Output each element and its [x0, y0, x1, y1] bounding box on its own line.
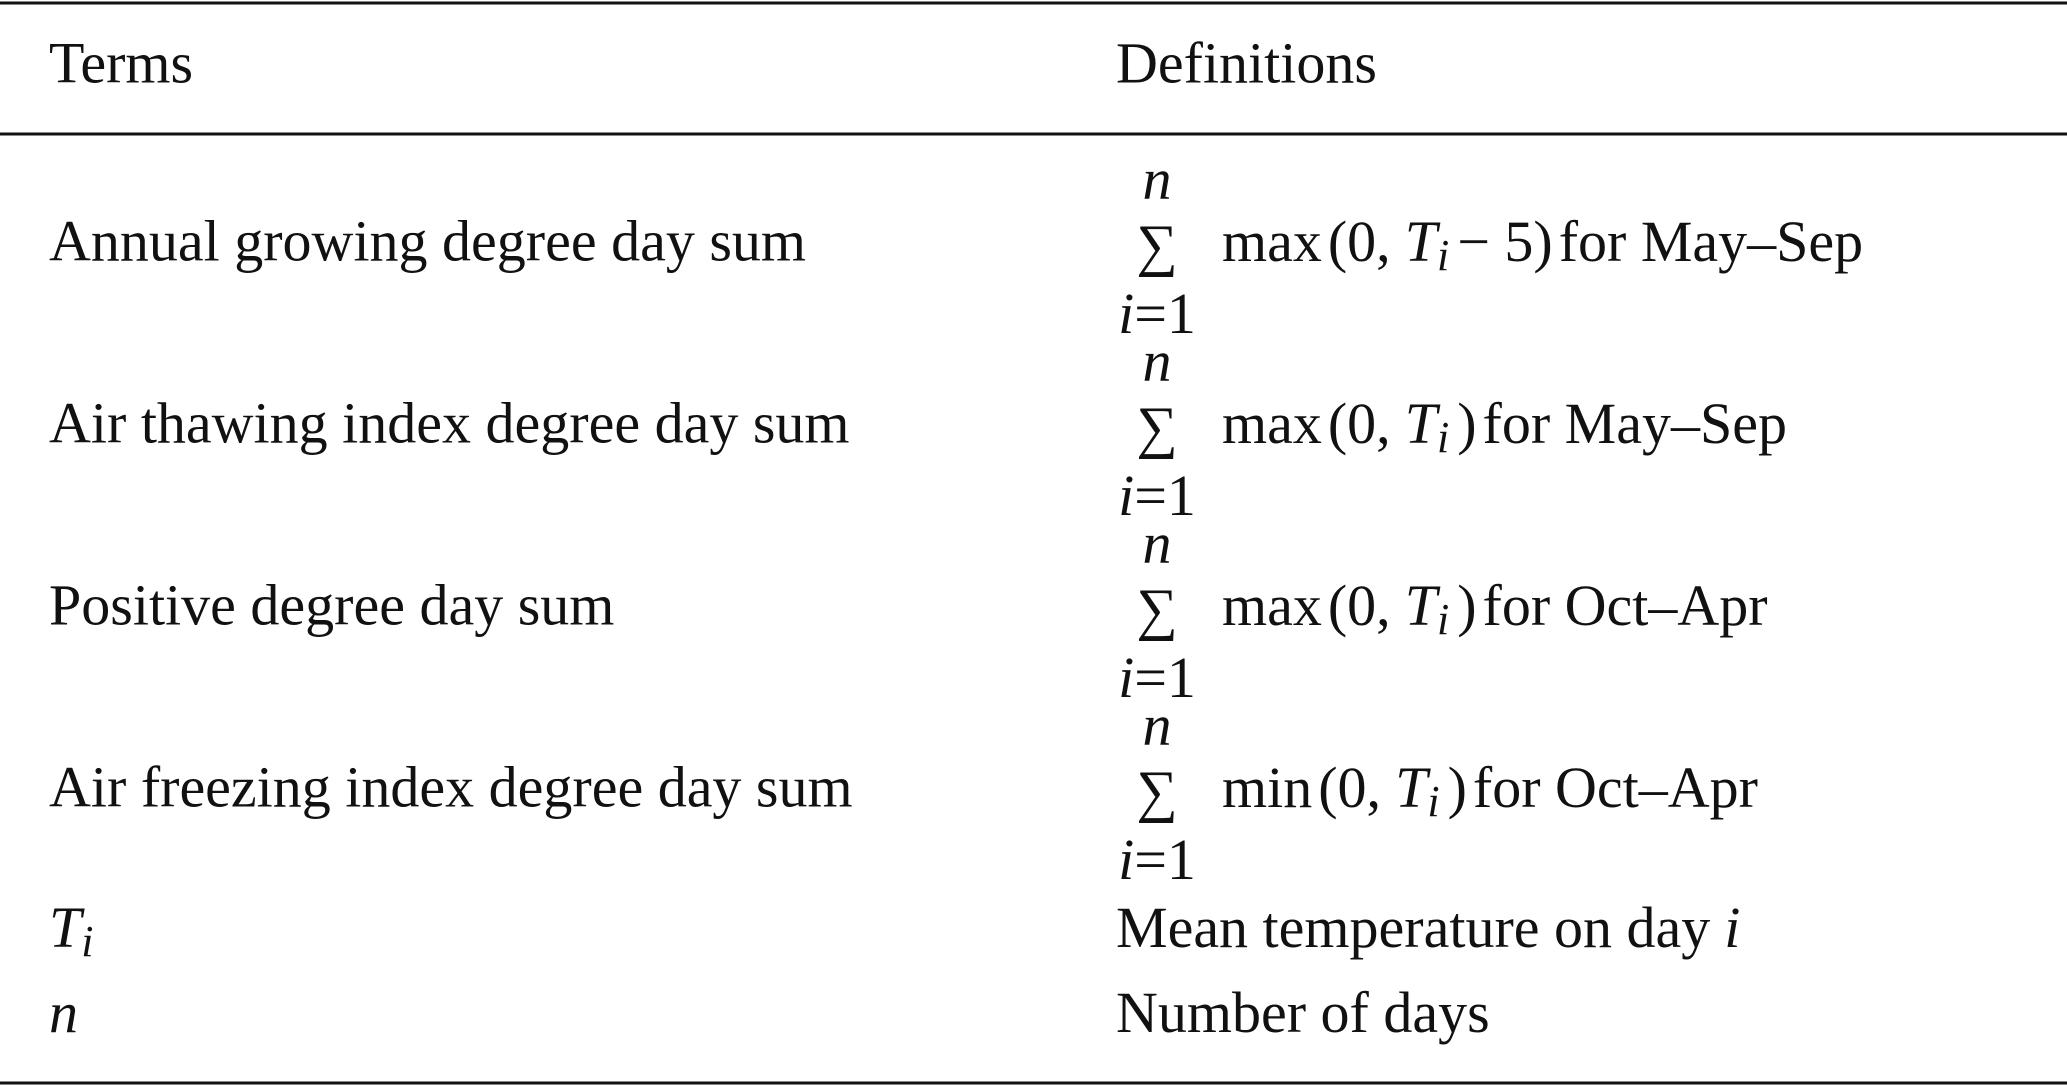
- column-header: Definitions: [1116, 31, 1377, 96]
- sum-start: =1: [1134, 281, 1196, 346]
- sum-index: i: [1118, 281, 1134, 346]
- sum-lower: i=1: [1118, 827, 1196, 892]
- definition-text: Number of days: [1116, 980, 1490, 1045]
- expression: max (0, Ti) for Oct–Apr: [1222, 573, 1768, 644]
- term: Air thawing index degree day sum: [49, 391, 850, 456]
- variable: T: [1405, 209, 1441, 274]
- variable: n: [49, 980, 78, 1045]
- arguments: (0,: [1328, 209, 1391, 274]
- sum-lower: i=1: [1118, 645, 1196, 710]
- sum-start: =1: [1134, 463, 1196, 528]
- function: min: [1222, 755, 1312, 820]
- sum-start: =1: [1134, 827, 1196, 892]
- subscript: i: [1437, 413, 1449, 462]
- function: max: [1222, 209, 1322, 274]
- sum-upper: n: [1143, 511, 1172, 576]
- definition: Mean temperature on day i: [1116, 895, 1740, 960]
- sum-lower: i=1: [1118, 463, 1196, 528]
- expression: max (0, Ti) for May–Sep: [1222, 391, 1787, 462]
- variable: T: [1405, 391, 1441, 456]
- sum-index: i: [1118, 827, 1134, 892]
- range: for May–Sep: [1559, 209, 1863, 274]
- arguments: (0,: [1328, 573, 1391, 638]
- subscript: i: [1437, 595, 1449, 644]
- sum-symbol: ∑: [1136, 577, 1177, 642]
- term: n: [49, 980, 78, 1045]
- expression-rest: − 5): [1457, 209, 1553, 274]
- variable: T: [1395, 755, 1431, 820]
- subscript: i: [1437, 231, 1449, 280]
- subscript: i: [1427, 777, 1439, 826]
- variable: i: [1724, 895, 1740, 960]
- subscript: i: [81, 917, 93, 966]
- range: for Oct–Apr: [1483, 573, 1768, 638]
- definition: Number of days: [1116, 980, 1490, 1045]
- expression: max (0, Ti − 5) for May–Sep: [1222, 209, 1863, 280]
- term: Positive degree day sum: [49, 573, 614, 638]
- sum-symbol: ∑: [1136, 759, 1177, 824]
- expression-rest: ): [1457, 573, 1476, 638]
- sum-upper: n: [1143, 693, 1172, 758]
- sum-lower: i=1: [1118, 281, 1196, 346]
- sum-index: i: [1118, 645, 1134, 710]
- column-header: Terms: [49, 31, 193, 96]
- expression-rest: ): [1448, 755, 1467, 820]
- function: max: [1222, 573, 1322, 638]
- variable: T: [1405, 573, 1441, 638]
- sum-symbol: ∑: [1136, 395, 1177, 460]
- term: Ti: [49, 895, 94, 966]
- sum-index: i: [1118, 463, 1134, 528]
- expression-rest: ): [1457, 391, 1476, 456]
- term: Annual growing degree day sum: [49, 209, 806, 274]
- range: for May–Sep: [1483, 391, 1787, 456]
- range: for Oct–Apr: [1473, 755, 1758, 820]
- definition-text: Mean temperature on day: [1116, 895, 1710, 960]
- function: max: [1222, 391, 1322, 456]
- expression: min (0, Ti) for Oct–Apr: [1222, 755, 1758, 826]
- arguments: (0,: [1328, 391, 1391, 456]
- variable: T: [49, 895, 85, 960]
- sum-symbol: ∑: [1136, 213, 1177, 278]
- sum-start: =1: [1134, 645, 1196, 710]
- arguments: (0,: [1318, 755, 1381, 820]
- term: Air freezing index degree day sum: [49, 755, 853, 820]
- sum-upper: n: [1143, 147, 1172, 212]
- sum-upper: n: [1143, 329, 1172, 394]
